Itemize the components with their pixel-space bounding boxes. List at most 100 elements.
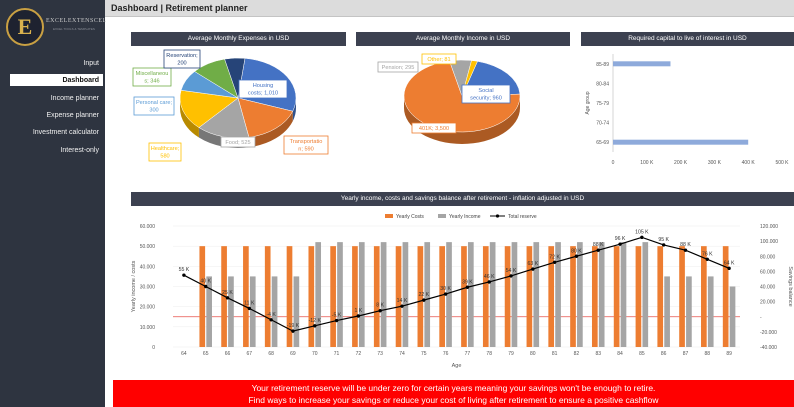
reserve-point-79: [509, 274, 513, 278]
pie-label-text: Social: [478, 88, 493, 94]
income-bar-73: [380, 242, 387, 347]
reserve-point-label: 72 K: [549, 254, 560, 260]
pie-label-box: [148, 142, 182, 162]
reserve-point-label: 64 K: [724, 260, 735, 266]
reserve-line: [183, 236, 730, 332]
reserve-point-66: [225, 296, 230, 300]
pie-side-0: [292, 98, 296, 122]
x-tick-label: 0: [612, 160, 615, 166]
pie-label-text: Transportatio: [290, 139, 323, 145]
reserve-point-80: [531, 267, 535, 271]
costs-bar-88: [701, 246, 707, 347]
costs-bar-85: [635, 246, 642, 347]
pie-label-box: [421, 53, 457, 65]
warning-line-2: Find ways to increase your savings or re…: [248, 395, 659, 405]
income-bar-65: [206, 276, 212, 347]
x-tick-label: 66: [225, 351, 231, 357]
pie-label-box: [132, 67, 172, 87]
income-bar-74: [402, 242, 409, 347]
costs-bar-89: [722, 246, 729, 347]
reserve-point-label: -5 K: [332, 313, 342, 319]
income-bar-81: [555, 242, 561, 347]
x-tick-label: 100 K: [640, 160, 654, 166]
yearly-combo-chart: Yearly Costs Yearly Income Total reserve 0 1…: [131, 214, 793, 369]
reserve-point-label: 96 K: [615, 236, 626, 242]
reserve-point-label: 11 K: [244, 300, 255, 306]
legend-reserve-marker: [495, 214, 500, 218]
income-bar-89: [729, 286, 736, 347]
income-pie-chart: Social security; 960 401K; 3,500 Pension; 2…: [377, 53, 521, 144]
x-tick-label: 68: [268, 351, 274, 357]
logo: E EXCELEXTENSCEL EXCEL TOOLS & TEMPLATES: [6, 6, 106, 48]
reserve-point-77: [465, 285, 470, 289]
x-tick-label: 65: [203, 351, 209, 357]
pie-label-2: Food; 525: [220, 136, 256, 148]
reserve-point-label: 55 K: [179, 267, 190, 273]
x-tick-label: 87: [683, 351, 689, 357]
costs-bar-65: [199, 246, 206, 347]
reserve-point-label: 25 K: [222, 290, 233, 296]
legend-income-label: Yearly Income: [449, 214, 481, 220]
pie-label-1: Transportatio n; 590: [283, 135, 329, 155]
nav-investment-calculator[interactable]: Investment calculator: [32, 129, 99, 136]
legend-reserve-label: Total reserve: [508, 214, 537, 220]
reserve-point-74: [400, 304, 404, 308]
x-tick-label: 69: [290, 351, 296, 357]
reserve-point-label: -12 K: [309, 318, 322, 324]
pie-label-text: Other; 81: [427, 57, 450, 63]
income-bar-87: [686, 276, 692, 347]
x-tick-label: 85: [639, 351, 645, 357]
x-tick-label: 67: [247, 351, 253, 357]
pie-label-box: [283, 135, 329, 155]
x-tick-label: 72: [356, 351, 362, 357]
nav-input[interactable]: Input: [83, 60, 99, 67]
reserve-point-64: [182, 273, 186, 277]
costs-bar-83: [591, 246, 598, 347]
income-bar-79: [511, 242, 518, 347]
pie-label-box: [461, 84, 511, 104]
reserve-point-label: 80 K: [571, 248, 582, 254]
reserve-point-89: [727, 266, 731, 271]
y-tick-label: 0: [152, 345, 155, 351]
reserve-point-67: [247, 306, 252, 311]
y-tick-label: 30.000: [140, 285, 156, 291]
y2-tick-label: -: [760, 315, 762, 321]
capital-bar-chart: 65-69 70-74 75-79 80-84 85-89 0 100 K 200 K 300 …: [585, 54, 789, 166]
x-tick-label: 64: [181, 351, 187, 357]
reserve-point-label: 22 K: [418, 292, 429, 298]
y-tick-label: 70-74: [596, 121, 609, 127]
x-tick-label: 78: [486, 351, 492, 357]
reserve-point-label: 105 K: [635, 229, 649, 235]
pie-label-text: 401K; 3,500: [419, 126, 449, 132]
reserve-point-69: [291, 329, 295, 333]
nav-income-planner[interactable]: Income planner: [50, 95, 99, 102]
pie-label-text: Reservation;: [166, 53, 198, 59]
x-tick-label: 74: [399, 351, 405, 357]
nav-interest-only[interactable]: Interest-only: [60, 147, 99, 154]
income-bar-71: [337, 242, 343, 347]
income-bar-78: [489, 242, 496, 347]
x-tick-label: 84: [617, 351, 623, 357]
reserve-point-label: 1 K: [354, 308, 362, 314]
reserve-point-73: [378, 309, 382, 313]
pie-label-text: Miscellaneou: [136, 71, 169, 77]
logo-tagline: EXCEL TOOLS & TEMPLATES: [53, 27, 95, 31]
reserve-point-81: [552, 260, 557, 264]
costs-bar-75: [417, 246, 424, 347]
costs-bar-72: [352, 246, 358, 347]
y-axis-title: Yearly income / costs: [131, 260, 137, 312]
x-tick-label: 70: [312, 351, 318, 357]
y-tick-label: 50.000: [140, 244, 156, 250]
nav-expense-planner[interactable]: Expense planner: [46, 112, 99, 119]
reserve-point-68: [269, 318, 273, 322]
nav-dashboard[interactable]: Dashboard: [10, 74, 103, 86]
pie-label-3: Healthcare; 580: [148, 142, 182, 162]
reserve-point-87: [683, 248, 688, 252]
y-tick-label: 65-69: [596, 140, 609, 146]
pie-label-box: [377, 61, 419, 73]
pie-slice-3: [179, 89, 239, 128]
page-title: Dashboard | Retirement planner: [111, 3, 248, 13]
capital-bar-65-69: [613, 139, 749, 145]
pie-label-text: 580: [160, 154, 169, 160]
income-bar-69: [293, 276, 300, 347]
